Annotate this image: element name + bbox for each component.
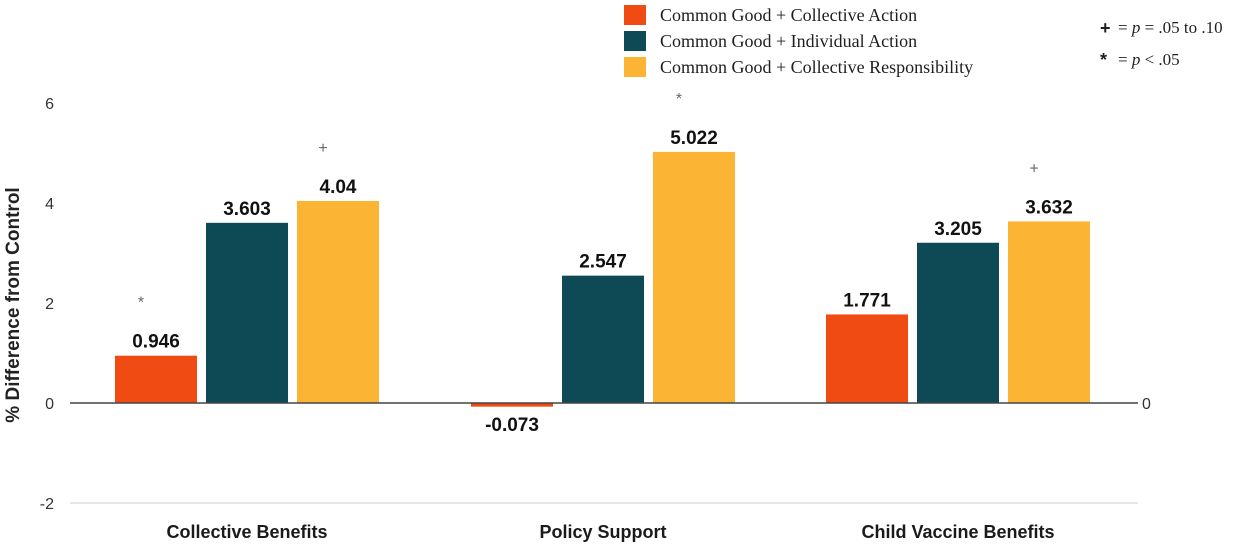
y-tick-label: 2 [45, 296, 54, 313]
bar [206, 222, 288, 403]
data-label: -0.073 [485, 415, 539, 436]
category-label: Collective Benefits [166, 522, 327, 542]
significance-note-plus: + = p = .05 to .10 [1100, 12, 1223, 44]
data-label: 2.547 [579, 252, 627, 273]
data-label: 0.946 [132, 332, 180, 353]
bar [562, 275, 644, 403]
data-label: 3.603 [223, 199, 271, 220]
bar [653, 151, 735, 403]
legend-label: Common Good + Collective Responsibility [660, 56, 974, 77]
star-meaning: = p < .05 [1118, 50, 1180, 69]
star-symbol: * [1100, 49, 1108, 70]
legend-item: Common Good + Individual Action [624, 28, 973, 54]
legend-swatch [624, 57, 646, 77]
significance-marker: + [318, 140, 327, 157]
significance-marker: + [1029, 160, 1038, 177]
legend-swatch [624, 5, 646, 25]
category-label: Child Vaccine Benefits [861, 522, 1054, 542]
data-label: 3.632 [1025, 197, 1073, 218]
y-tick-label: 4 [45, 196, 54, 213]
significance-note-star: * = p < .05 [1100, 44, 1223, 76]
legend-item: Common Good + Collective Action [624, 2, 973, 28]
bar [917, 242, 999, 403]
right-axis-zero-label: 0 [1142, 396, 1151, 413]
legend-label: Common Good + Individual Action [660, 30, 918, 51]
plus-symbol: + [1100, 17, 1111, 38]
legend-swatch [624, 31, 646, 51]
significance-note: + = p = .05 to .10 * = p < .05 [1100, 12, 1223, 76]
bar [1008, 221, 1090, 403]
bar [826, 314, 908, 403]
bar [471, 403, 553, 407]
significance-marker: * [138, 295, 144, 312]
data-label: 4.04 [320, 177, 357, 198]
legend-item: Common Good + Collective Responsibility [624, 54, 973, 80]
data-label: 1.771 [843, 290, 891, 311]
category-label: Policy Support [539, 522, 666, 542]
significance-marker: * [676, 91, 682, 108]
y-tick-label: 6 [45, 96, 54, 113]
bar [297, 201, 379, 403]
data-label: 3.205 [934, 219, 982, 240]
data-label: 5.022 [670, 128, 718, 149]
plus-meaning: = p = .05 to .10 [1118, 18, 1223, 37]
legend-label: Common Good + Collective Action [660, 4, 918, 25]
bar [115, 355, 197, 403]
chart-legend: Common Good + Collective Action Common G… [624, 2, 973, 80]
y-tick-label: 0 [45, 396, 54, 413]
y-tick-label: -2 [40, 496, 54, 513]
y-axis-title: % Difference from Control [3, 187, 24, 422]
